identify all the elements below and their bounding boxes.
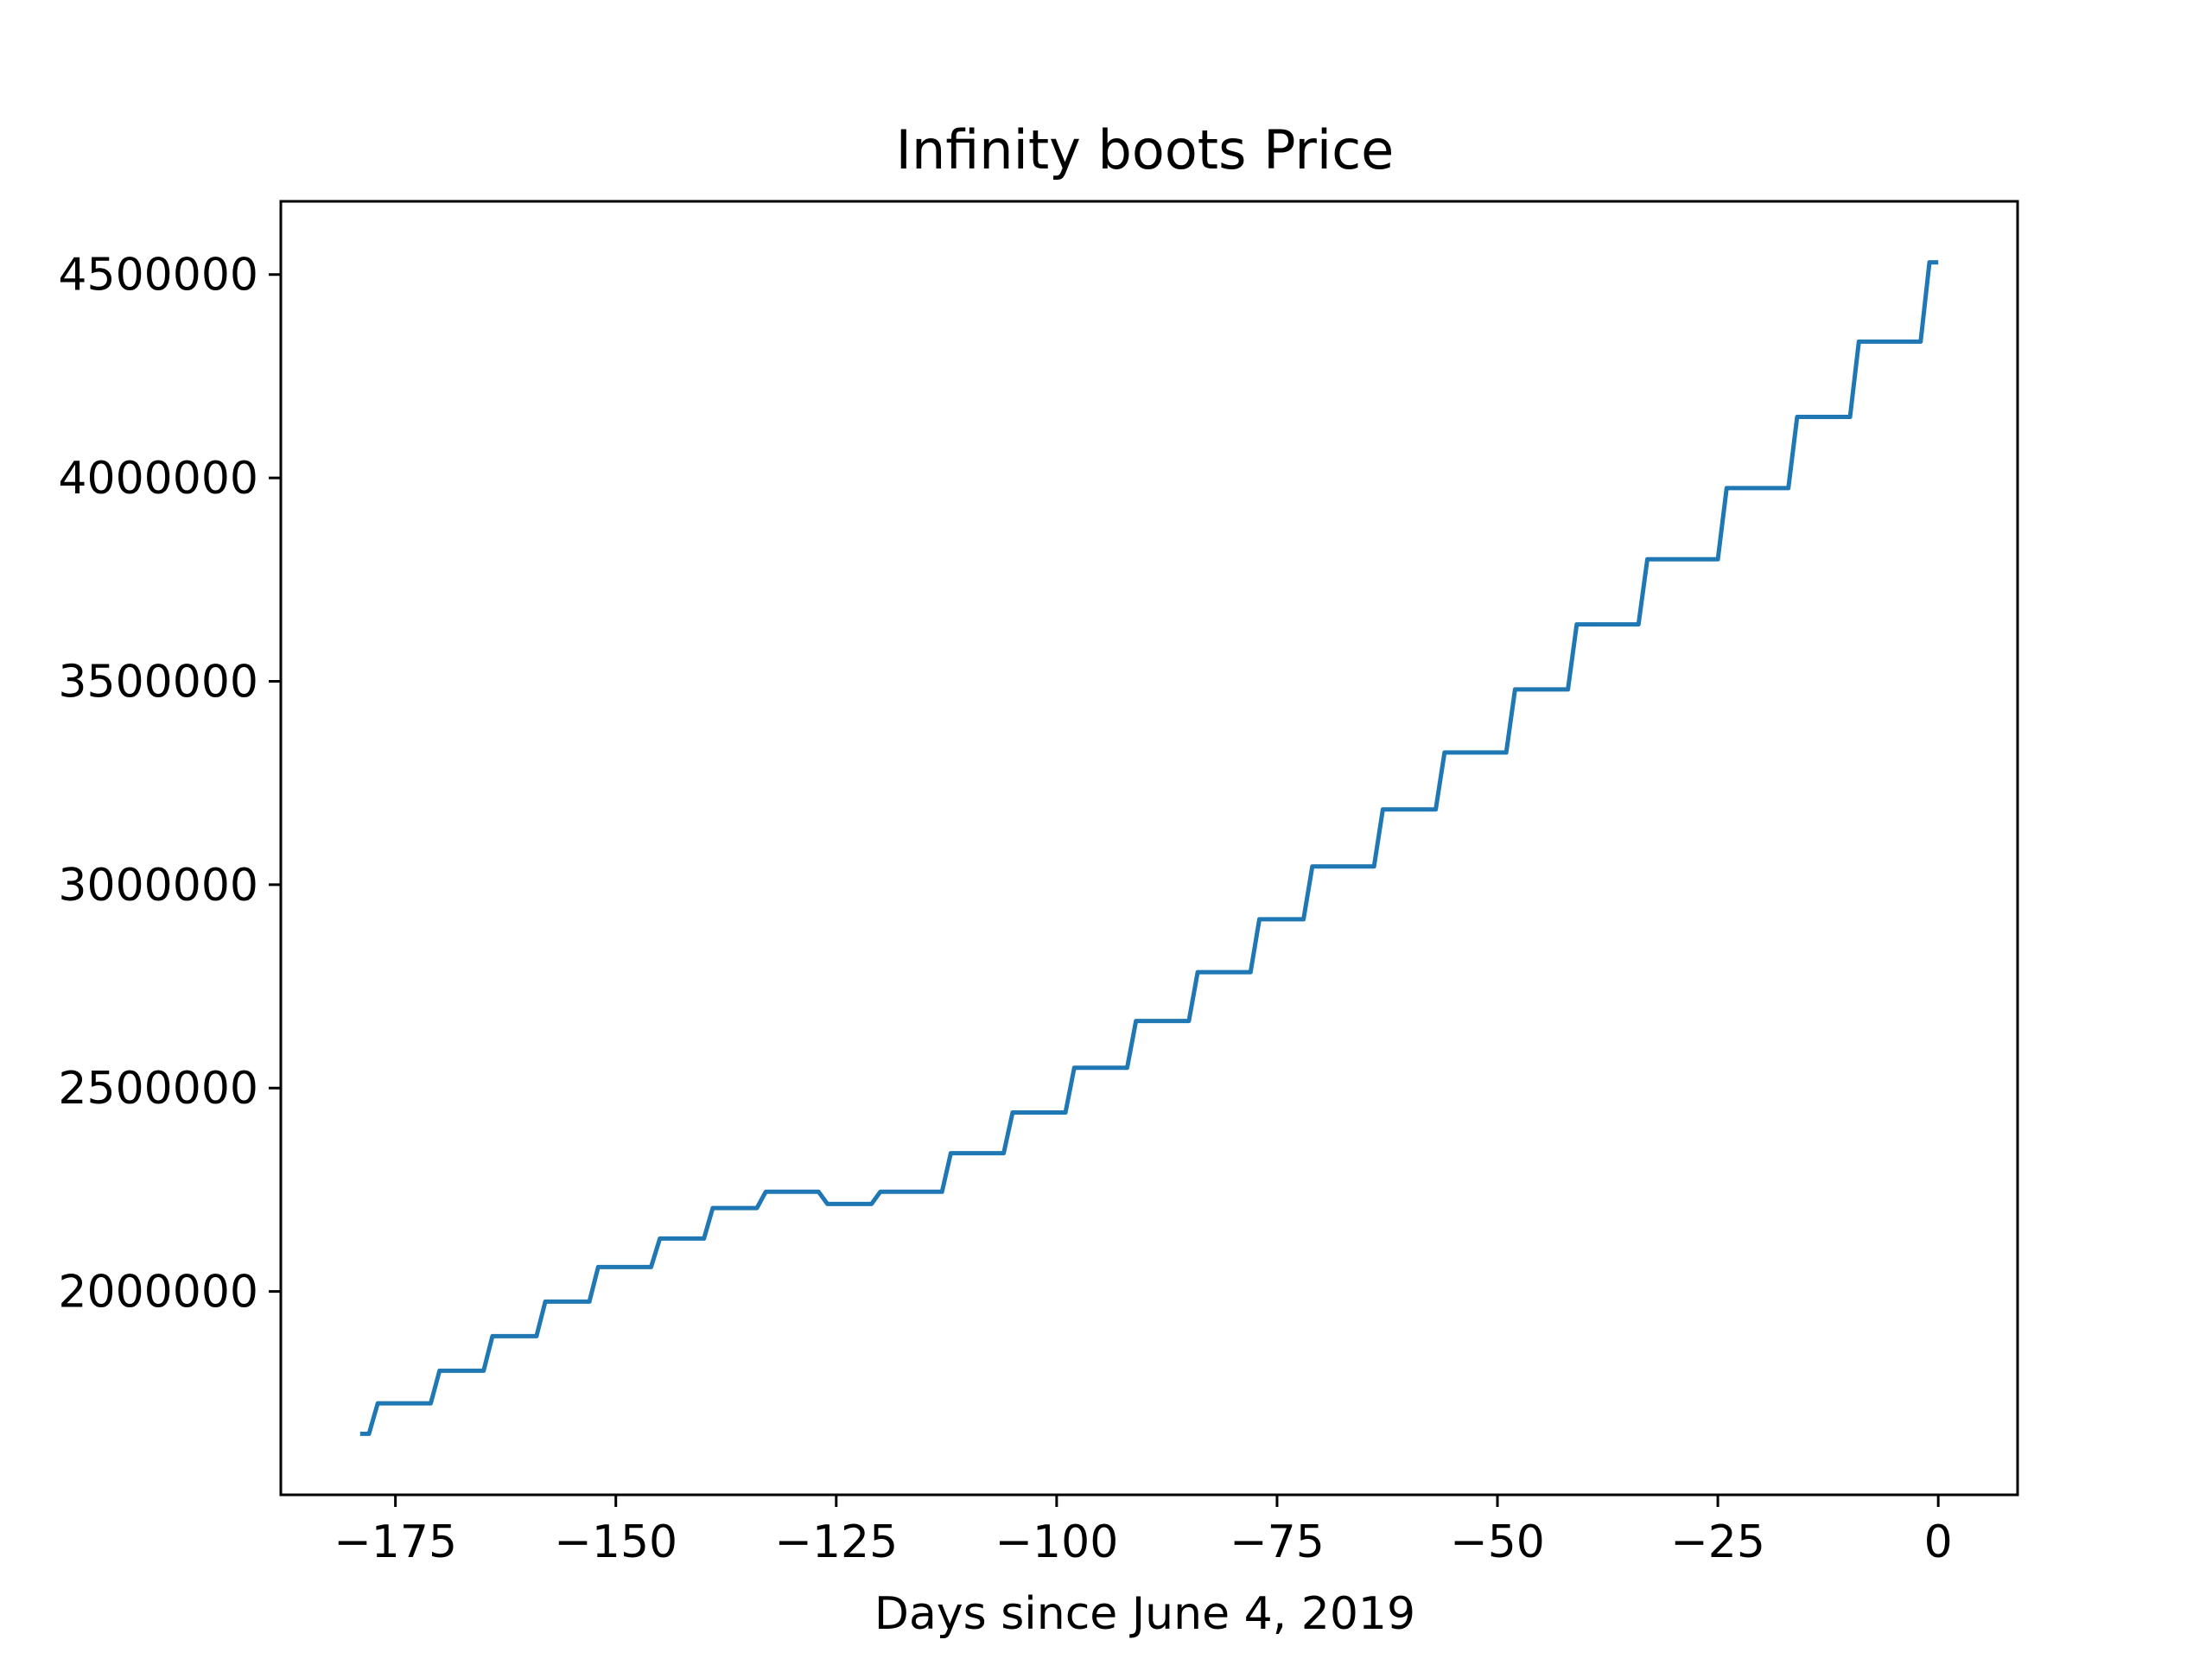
x-tick-label: −150 xyxy=(554,1516,677,1568)
series-line-0 xyxy=(359,260,1939,1436)
y-tick-label: 3500000 xyxy=(58,656,258,708)
x-tick-label: −75 xyxy=(1230,1516,1325,1568)
x-tick-label: −50 xyxy=(1450,1516,1545,1568)
y-tick-label: 2500000 xyxy=(58,1063,258,1115)
plot-frame xyxy=(279,200,2019,1497)
y-tick-label: 2000000 xyxy=(58,1267,258,1319)
x-tick-label: −125 xyxy=(774,1516,898,1568)
x-tick-label: 0 xyxy=(1924,1516,1953,1568)
plot-area: −175 −150 −125 −100 −75 −50 −25 0 2000000 2500000… xyxy=(58,200,2019,1568)
x-tick-label: −175 xyxy=(334,1516,457,1568)
y-tick-label: 4000000 xyxy=(58,453,258,505)
y-tick-label: 4500000 xyxy=(58,250,258,302)
x-axis-label: Days since June 4, 2019 xyxy=(874,1588,1415,1640)
chart-title: Infinity boots Price xyxy=(896,118,1395,181)
x-tick-label: −100 xyxy=(995,1516,1118,1568)
x-tick-label: −25 xyxy=(1670,1516,1765,1568)
y-tick-label: 3000000 xyxy=(58,860,258,912)
